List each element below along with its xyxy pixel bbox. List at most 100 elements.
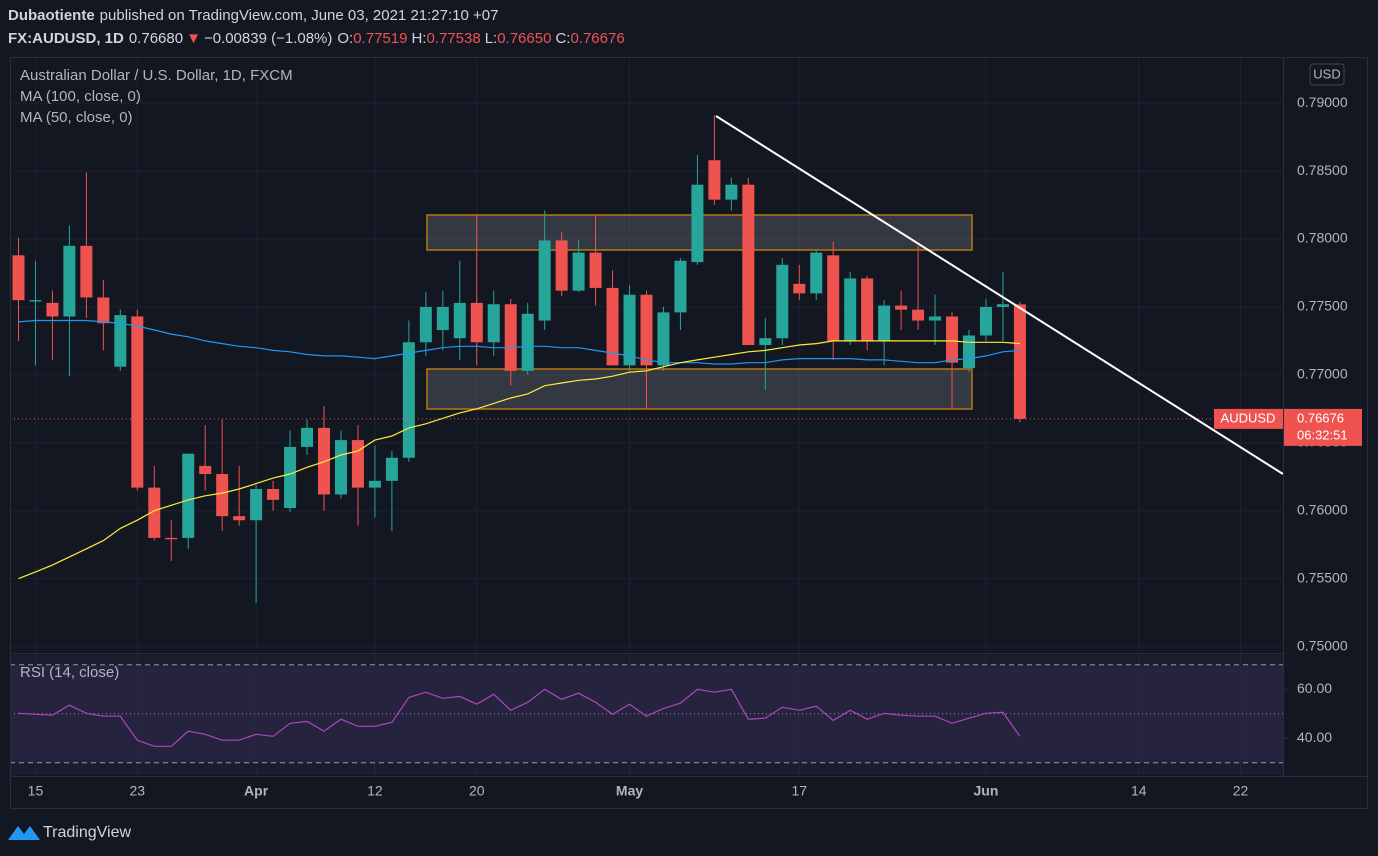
candle-body: [114, 315, 127, 367]
candle-body: [878, 305, 891, 341]
moving-average-line: [18, 319, 1020, 365]
publish-info: published on TradingView.com, June 03, 2…: [100, 7, 499, 24]
candle-body: [742, 184, 755, 345]
candle-body: [844, 278, 857, 341]
y-tick-label: 0.77500: [1297, 298, 1348, 314]
candle-body: [996, 304, 1009, 307]
trend-line: [715, 115, 1284, 475]
candle-body: [199, 465, 212, 475]
candle-body: [589, 252, 602, 288]
brand: TradingView: [43, 824, 131, 841]
symbol-line: FX:AUDUSD, 1D 0.76680 ▼ −0.00839 (−1.08%) O:…: [8, 30, 625, 47]
candle-body: [912, 309, 925, 321]
x-tick-label: 12: [367, 783, 383, 799]
candle-body: [708, 160, 721, 200]
currency[interactable]: USD: [1313, 66, 1340, 81]
close-label: C:: [555, 30, 570, 47]
candle-body: [470, 302, 483, 343]
candle-body: [63, 245, 76, 317]
high-value: 0.77538: [426, 30, 480, 47]
candle-body: [233, 516, 246, 521]
rsi-pane-tint: [10, 655, 1283, 775]
candle-body: [46, 302, 59, 317]
candle-body: [538, 240, 551, 321]
price-tag: [1284, 408, 1362, 446]
change-arrow: ▼: [186, 30, 201, 47]
candle-body: [861, 278, 874, 341]
y-tick-label: 0.78500: [1297, 162, 1348, 178]
candle-body: [606, 287, 619, 366]
candle-body: [148, 487, 161, 538]
candle-body: [674, 260, 687, 313]
candle-body: [759, 338, 772, 345]
candle-body: [318, 427, 331, 495]
candle-body: [436, 306, 449, 331]
low-label: L:: [485, 30, 498, 47]
x-tick-label: 23: [130, 783, 146, 799]
candle-body: [29, 300, 42, 302]
candle-body: [301, 427, 314, 447]
x-tick-label: Apr: [244, 783, 269, 799]
y-tick-label: 0.75500: [1297, 569, 1348, 585]
price-tag-label: 0.76676: [1297, 410, 1344, 425]
x-tick-label: 15: [28, 783, 44, 799]
candle-body: [776, 264, 789, 339]
publish-line: Dubaotiente published on TradingView.com,…: [8, 7, 498, 24]
candle-body: [165, 537, 178, 540]
candle-body: [793, 283, 806, 294]
candle-body: [979, 306, 992, 336]
candle-body: [623, 294, 636, 366]
y-tick-label: 0.79000: [1297, 94, 1348, 110]
candle-body: [80, 245, 93, 298]
candle-body: [827, 255, 840, 341]
legend-ma100: MA (100, close, 0): [20, 88, 141, 105]
open-label: O:: [337, 30, 353, 47]
candle-body: [284, 446, 297, 509]
candle-body: [572, 252, 585, 291]
rsi-title: RSI (14, close): [20, 664, 119, 681]
marks: [10, 115, 1283, 764]
last-price: 0.76680: [129, 30, 183, 47]
symbol-tag-label: AUDUSD: [1221, 410, 1276, 425]
candle-body: [810, 252, 823, 294]
y-tick-label: 0.76000: [1297, 501, 1348, 517]
legend-ma50: MA (50, close, 0): [20, 109, 133, 126]
high-label: H:: [411, 30, 426, 47]
symbol-tag: [1214, 408, 1283, 429]
candle-body: [385, 457, 398, 481]
candle-body: [657, 312, 670, 366]
candle-body: [453, 302, 466, 339]
x-tick-label: 20: [469, 783, 485, 799]
candle-body: [419, 306, 432, 343]
y-tick-label: 0.77000: [1297, 366, 1348, 382]
currency-box[interactable]: [1309, 63, 1345, 86]
candle-body: [334, 440, 347, 495]
rsi-line: [18, 688, 1021, 747]
low-value: 0.76650: [497, 30, 551, 47]
candle-body: [504, 304, 517, 371]
chart-frame: [10, 57, 1368, 809]
candle-body: [895, 305, 908, 310]
candle-body: [368, 480, 381, 488]
symbol: FX:AUDUSD, 1D: [8, 30, 124, 47]
y-tick-label: 0.78000: [1297, 230, 1348, 246]
candle-body: [250, 488, 263, 521]
chart-title: Australian Dollar / U.S. Dollar, 1D, FXC…: [20, 67, 293, 84]
candle-body: [521, 313, 534, 371]
candle-body: [97, 297, 110, 324]
support-zone: [426, 368, 973, 410]
x-tick-label: Jun: [974, 783, 999, 799]
countdown-label: 06:32:51: [1297, 427, 1348, 442]
footer-logo: TradingView: [8, 824, 131, 841]
x-tick-label: 17: [791, 783, 807, 799]
logo-icon: [8, 826, 40, 840]
y-tick-label: 0.75000: [1297, 637, 1348, 653]
rsi-tick-label: 60.00: [1297, 680, 1332, 696]
candle-body: [929, 316, 942, 321]
candle-body: [725, 184, 738, 200]
candle-body: [402, 342, 415, 458]
x-tick-label: May: [616, 783, 643, 799]
candle-body: [555, 240, 568, 291]
